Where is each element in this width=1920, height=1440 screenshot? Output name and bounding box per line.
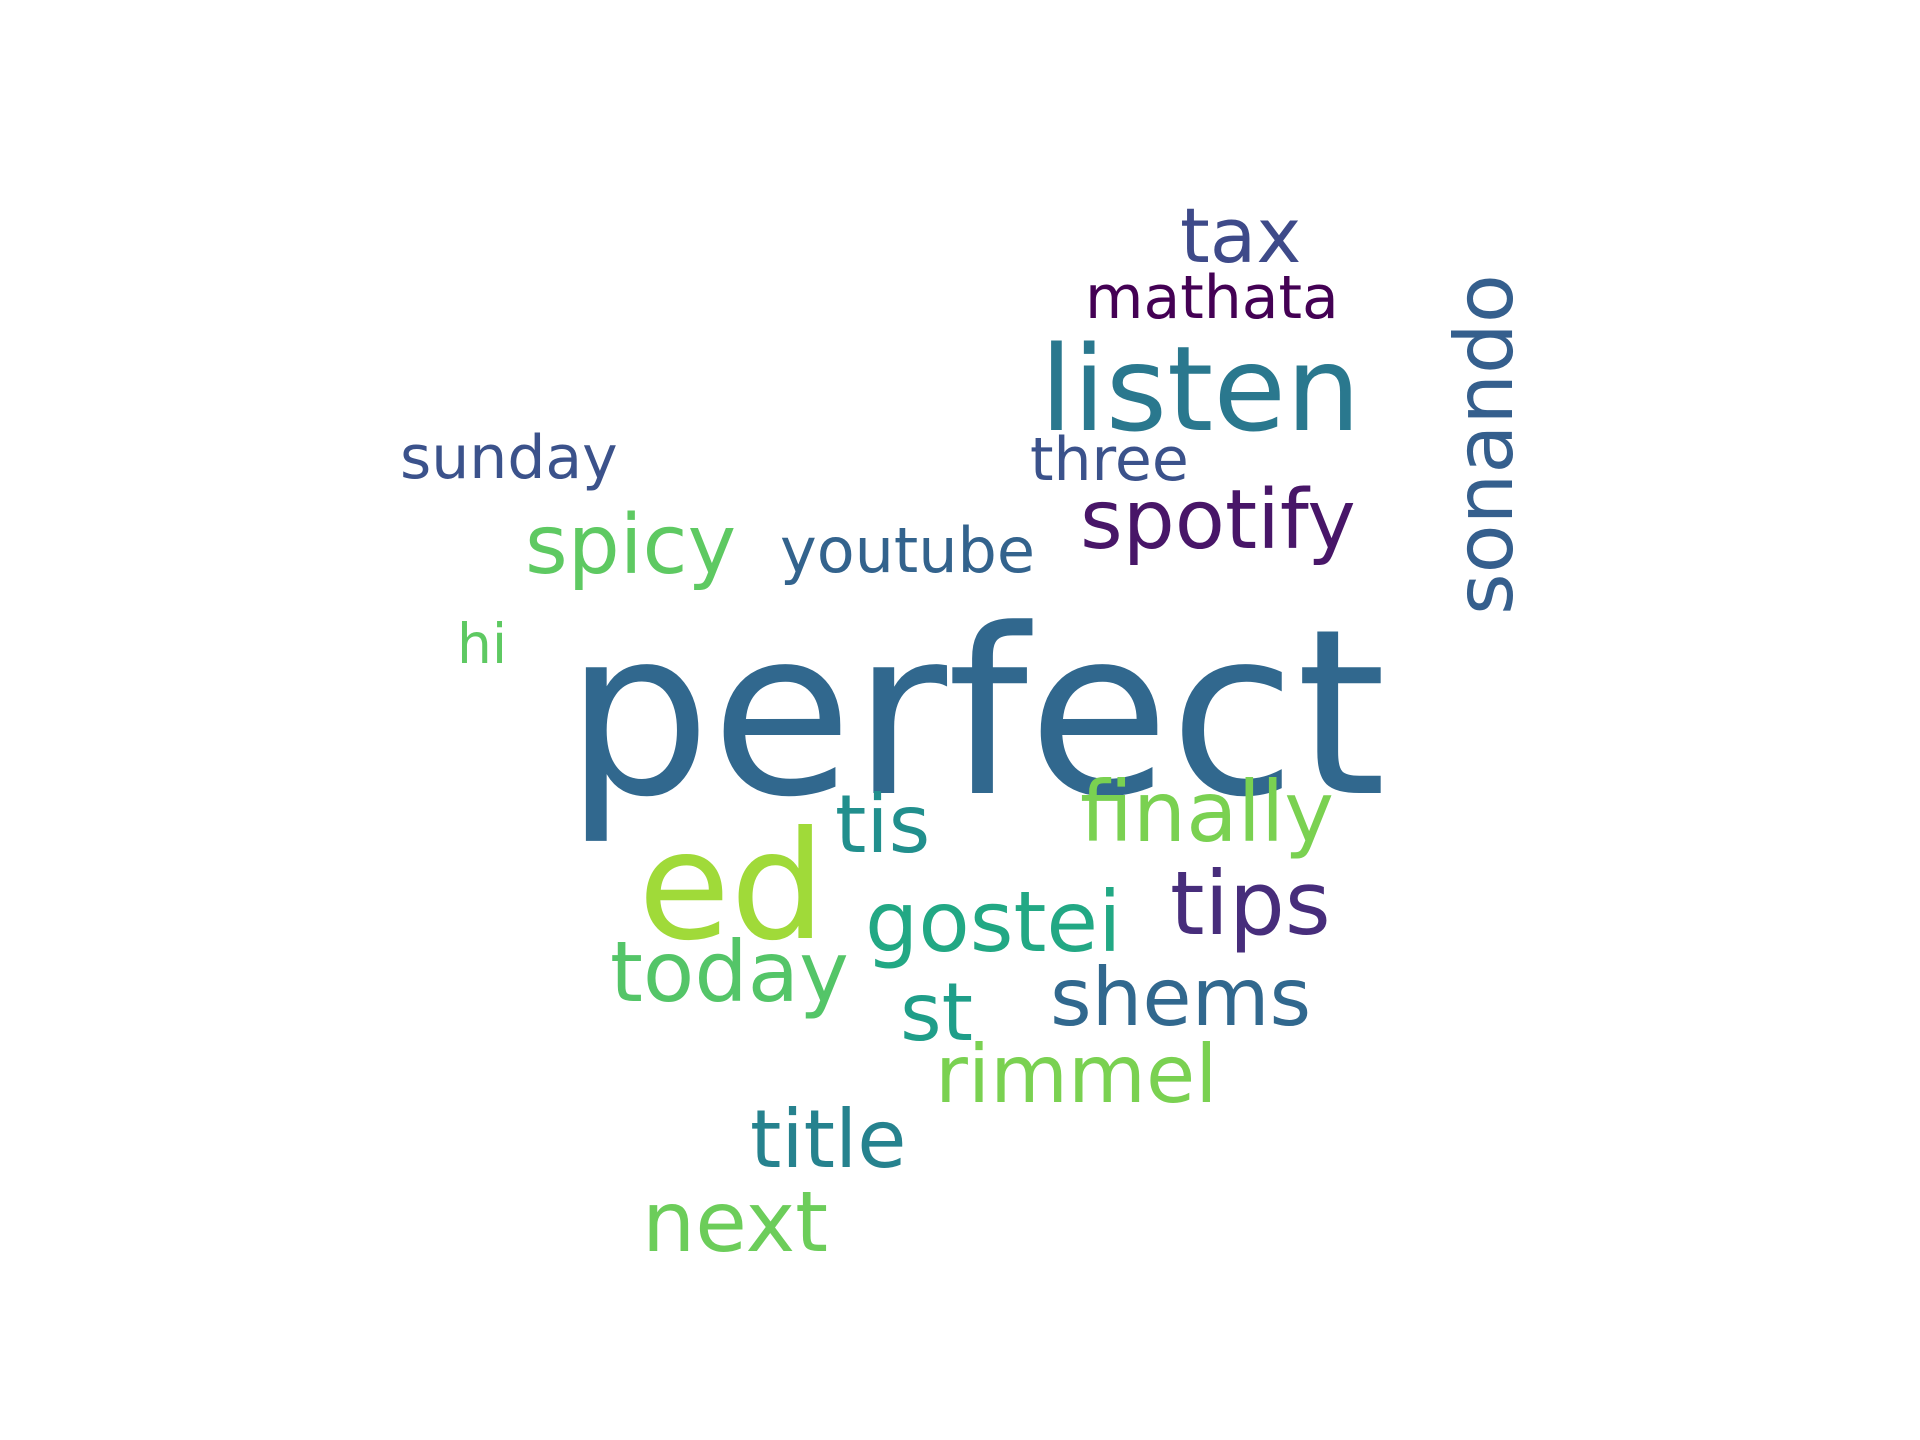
word-perfect: perfect: [565, 581, 1387, 848]
word-spicy: spicy: [525, 498, 737, 593]
word-ed: ed: [638, 800, 826, 974]
word-youtube: youtube: [780, 514, 1036, 587]
word-next: next: [642, 1173, 829, 1271]
word-spotify: spotify: [1080, 473, 1356, 568]
word-finally: finally: [1080, 763, 1335, 861]
word-tis: tis: [835, 778, 931, 871]
word-shems: shems: [1050, 951, 1312, 1044]
word-today: today: [610, 923, 849, 1021]
word-tips: tips: [1170, 852, 1331, 955]
word-st: st: [900, 966, 974, 1059]
word-listen: listen: [1040, 320, 1361, 458]
word-rimmel: rimmel: [935, 1028, 1218, 1121]
word-title: title: [750, 1093, 907, 1186]
word-tax: tax: [1180, 191, 1302, 280]
word-three: three: [1030, 425, 1189, 495]
word-hi: hi: [457, 612, 508, 676]
word-sonando: sonando: [1438, 274, 1531, 615]
word-mathata: mathata: [1085, 263, 1339, 333]
word-gostei: gostei: [865, 873, 1122, 971]
word-sunday: sunday: [400, 423, 618, 493]
